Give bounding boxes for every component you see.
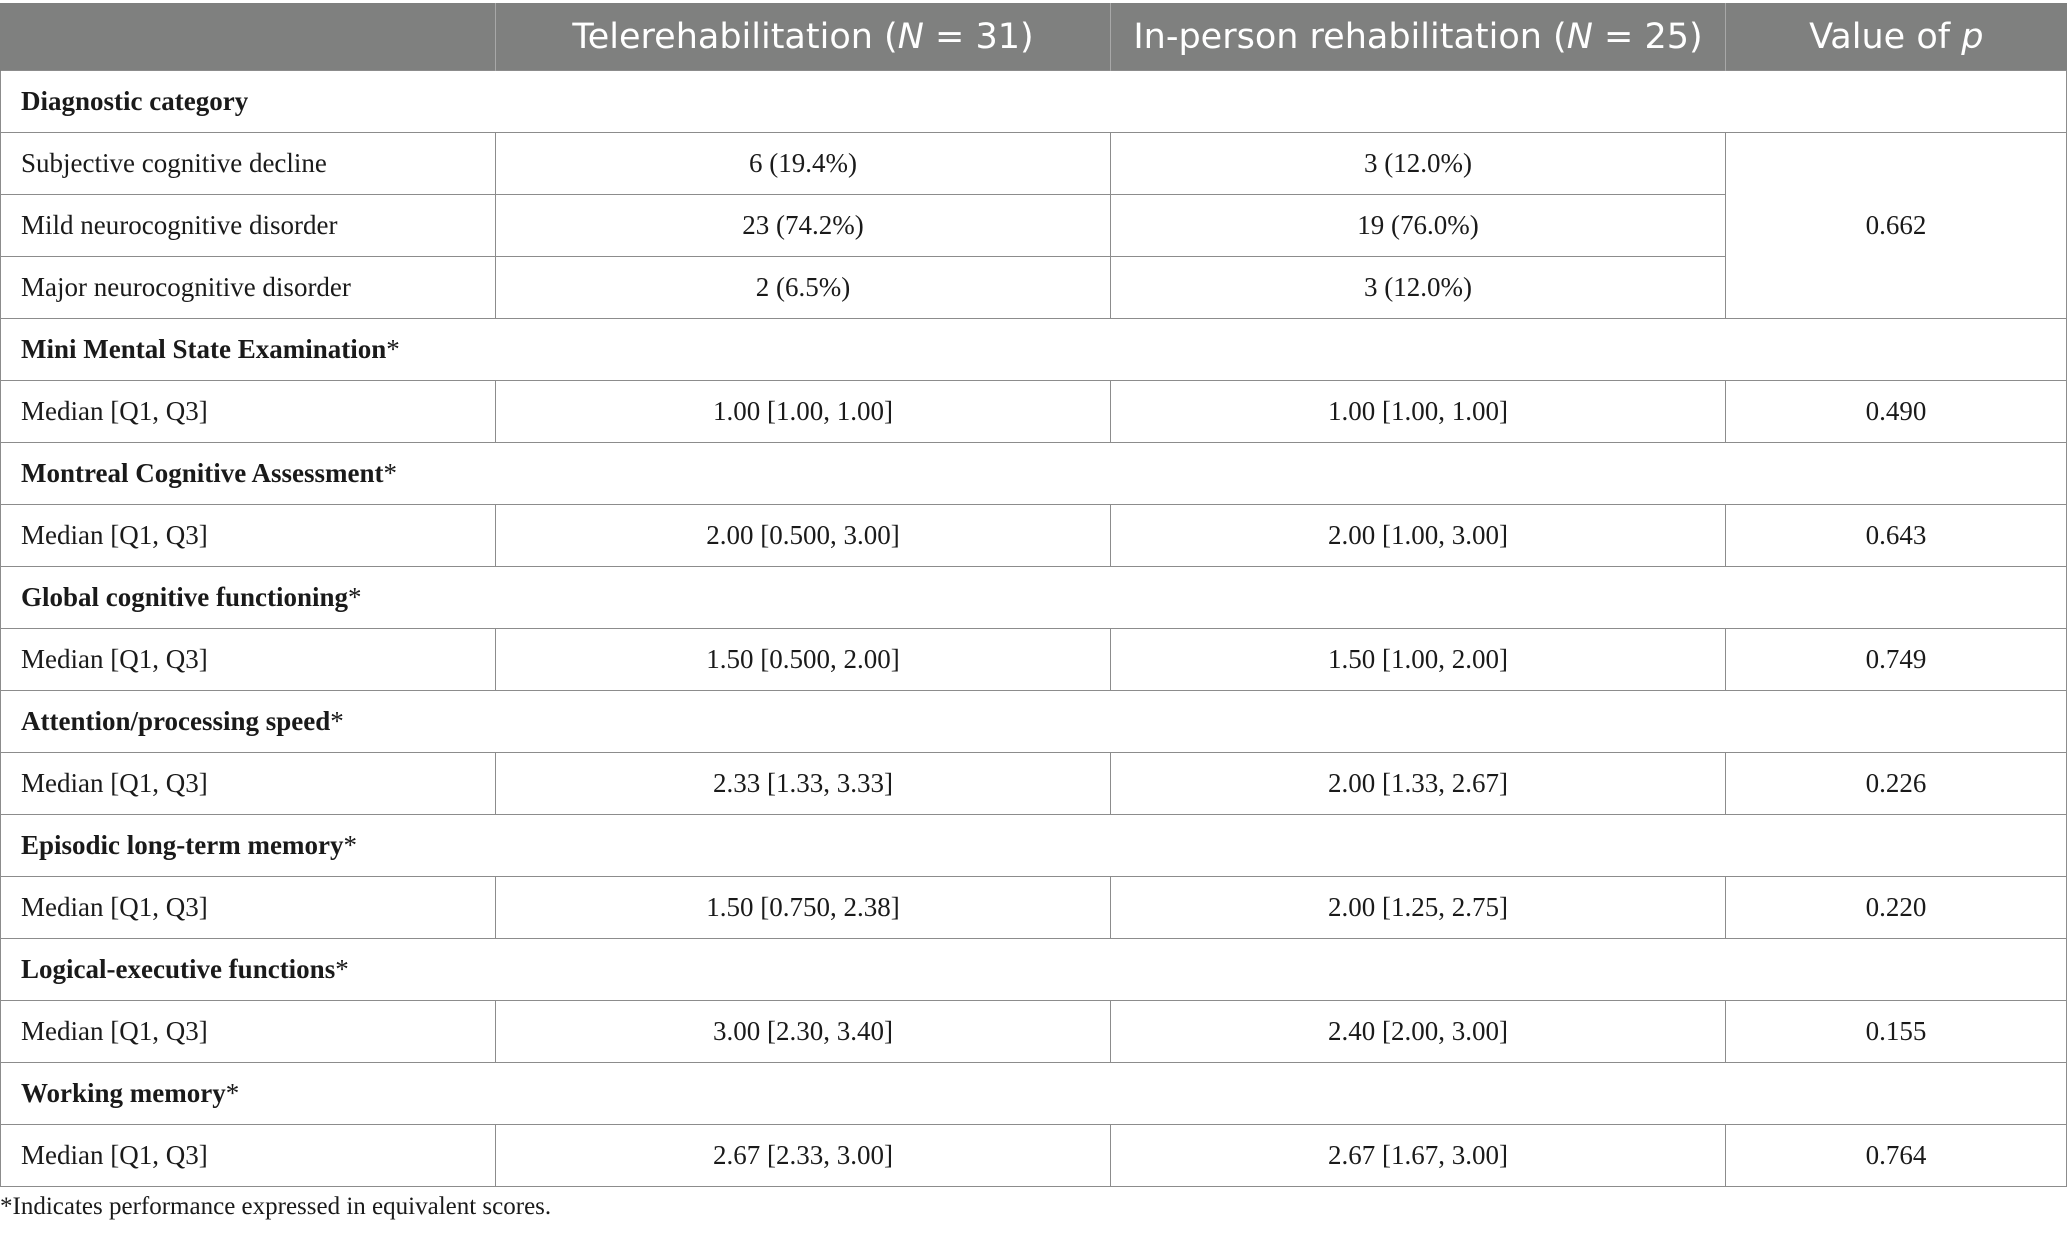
asterisk-mark: * [343, 830, 357, 860]
section-row: Episodic long-term memory* [0, 814, 2067, 877]
section-title: Attention/processing speed* [0, 690, 2067, 753]
tele-value: 1.50 [0.500, 2.00] [495, 628, 1111, 691]
inperson-value: 2.00 [1.25, 2.75] [1110, 876, 1726, 939]
row-label: Median [Q1, Q3] [0, 380, 496, 443]
p-value: 0.490 [1725, 380, 2067, 443]
inperson-value: 1.50 [1.00, 2.00] [1110, 628, 1726, 691]
table-row: Median [Q1, Q3] 1.50 [0.750, 2.38] 2.00 … [0, 876, 2067, 939]
results-table: Telerehabilitation (N = 31) In-person re… [0, 3, 2067, 1187]
row-label: Median [Q1, Q3] [0, 1124, 496, 1187]
tele-value: 3.00 [2.30, 3.40] [495, 1000, 1111, 1063]
results-table-container: Telerehabilitation (N = 31) In-person re… [0, 3, 2067, 1187]
p-value: 0.749 [1725, 628, 2067, 691]
p-value: 0.764 [1725, 1124, 2067, 1187]
p-value: 0.226 [1725, 752, 2067, 815]
section-row: Working memory* [0, 1062, 2067, 1125]
section-title-text: Attention/processing speed [21, 706, 331, 736]
tele-value: 2.33 [1.33, 3.33] [495, 752, 1111, 815]
table-row: Median [Q1, Q3] 1.50 [0.500, 2.00] 1.50 … [0, 628, 2067, 691]
table-row: Median [Q1, Q3] 2.00 [0.500, 3.00] 2.00 … [0, 504, 2067, 567]
tele-value: 6 (19.4%) [495, 132, 1111, 195]
section-title: Logical-executive functions* [0, 938, 2067, 1001]
section-title: Episodic long-term memory* [0, 814, 2067, 877]
inperson-value: 2.00 [1.00, 3.00] [1110, 504, 1726, 567]
section-title: Working memory* [0, 1062, 2067, 1125]
tele-value: 2 (6.5%) [495, 256, 1111, 319]
table-row: Median [Q1, Q3] 2.33 [1.33, 3.33] 2.00 [… [0, 752, 2067, 815]
inperson-value: 2.67 [1.67, 3.00] [1110, 1124, 1726, 1187]
section-title: Diagnostic category [0, 70, 2067, 133]
header-p-value: Value of p [1725, 3, 2067, 71]
section-row: Logical-executive functions* [0, 938, 2067, 1001]
asterisk-mark: * [225, 1078, 240, 1108]
asterisk-mark: * [386, 334, 400, 364]
table-row: Subjective cognitive decline 6 (19.4%) 3… [0, 132, 2067, 319]
table-row: Median [Q1, Q3] 1.00 [1.00, 1.00] 1.00 [… [0, 380, 2067, 443]
inperson-value: 2.00 [1.33, 2.67] [1110, 752, 1726, 815]
section-row: Global cognitive functioning* [0, 566, 2067, 629]
row-label: Median [Q1, Q3] [0, 752, 496, 815]
asterisk-mark: * [330, 706, 344, 736]
asterisk-mark: * [348, 582, 362, 612]
section-title: Global cognitive functioning* [0, 566, 2067, 629]
table-row: Mild neurocognitive disorder 23 (74.2%) … [0, 194, 2067, 257]
tele-value: 1.00 [1.00, 1.00] [495, 380, 1111, 443]
section-title-text: Episodic long-term memory [21, 830, 344, 860]
header-row: Telerehabilitation (N = 31) In-person re… [0, 3, 2067, 71]
p-value: 0.662 [1725, 132, 2067, 319]
section-title: Mini Mental State Examination* [0, 318, 2067, 381]
row-label: Mild neurocognitive disorder [0, 194, 496, 257]
section-title-text: Working memory [21, 1078, 226, 1108]
p-value: 0.643 [1725, 504, 2067, 567]
tele-value: 1.50 [0.750, 2.38] [495, 876, 1111, 939]
footnote: *Indicates performance expressed in equi… [0, 1193, 552, 1220]
section-title-text: Montreal Cognitive Assessment [21, 458, 384, 488]
inperson-value: 3 (12.0%) [1110, 256, 1726, 319]
section-title-text: Global cognitive functioning [21, 582, 349, 612]
row-label: Major neurocognitive disorder [0, 256, 496, 319]
header-telerehabilitation: Telerehabilitation (N = 31) [495, 3, 1111, 71]
tele-value: 2.67 [2.33, 3.00] [495, 1124, 1111, 1187]
row-label: Subjective cognitive decline [0, 132, 496, 195]
table-row: Median [Q1, Q3] 2.67 [2.33, 3.00] 2.67 [… [0, 1124, 2067, 1187]
asterisk-mark: * [335, 954, 349, 984]
inperson-value: 19 (76.0%) [1110, 194, 1726, 257]
inperson-value: 2.40 [2.00, 3.00] [1110, 1000, 1726, 1063]
tele-value: 23 (74.2%) [495, 194, 1111, 257]
row-label: Median [Q1, Q3] [0, 628, 496, 691]
header-in-person: In-person rehabilitation (N = 25) [1110, 3, 1726, 71]
table-row: Median [Q1, Q3] 3.00 [2.30, 3.40] 2.40 [… [0, 1000, 2067, 1063]
row-label: Median [Q1, Q3] [0, 1000, 496, 1063]
section-title: Montreal Cognitive Assessment* [0, 442, 2067, 505]
section-row: Diagnostic category [0, 70, 2067, 133]
section-title-text: Logical-executive functions [21, 954, 336, 984]
p-value: 0.155 [1725, 1000, 2067, 1063]
section-row: Montreal Cognitive Assessment* [0, 442, 2067, 505]
header-empty [0, 3, 496, 71]
row-label: Median [Q1, Q3] [0, 504, 496, 567]
section-row: Attention/processing speed* [0, 690, 2067, 753]
section-title-text: Mini Mental State Examination [21, 334, 387, 364]
section-row: Mini Mental State Examination* [0, 318, 2067, 381]
asterisk-mark: * [383, 458, 397, 488]
row-label: Median [Q1, Q3] [0, 876, 496, 939]
inperson-value: 1.00 [1.00, 1.00] [1110, 380, 1726, 443]
inperson-value: 3 (12.0%) [1110, 132, 1726, 195]
tele-value: 2.00 [0.500, 3.00] [495, 504, 1111, 567]
p-value: 0.220 [1725, 876, 2067, 939]
